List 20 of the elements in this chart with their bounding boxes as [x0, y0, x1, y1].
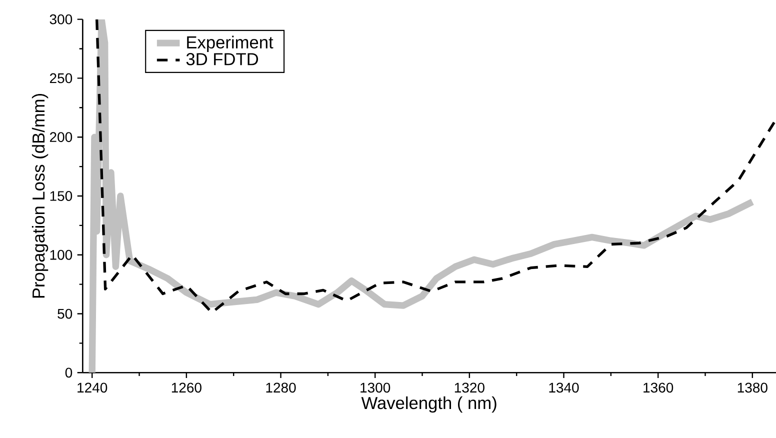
x-tick-label: 1260	[172, 382, 202, 393]
y-tick-label: 150	[50, 191, 72, 201]
y-tick-label: 0	[65, 368, 72, 378]
line-series	[95, 19, 776, 314]
x-tick-label: 1280	[266, 382, 296, 393]
x-tick-label: 1320	[454, 382, 484, 393]
x-tick-label: 1380	[738, 382, 768, 393]
y-tick-label: 300	[50, 14, 72, 24]
x-tick-label: 1240	[78, 382, 108, 393]
y-tick-label: 250	[50, 73, 72, 84]
x-tick-label: 1300	[360, 382, 390, 393]
y-tick-label: 50	[58, 308, 72, 319]
y-tick-label: 100	[50, 250, 72, 260]
x-axis-title: Wavelength ( nm)	[361, 396, 496, 413]
x-tick-label: 1360	[644, 382, 674, 393]
legend-label: 3D FDTD	[186, 53, 258, 66]
legend-label: Experiment	[187, 36, 274, 52]
y-axis-title: Propagation Loss (dB/mm)	[32, 94, 48, 298]
y-tick-label: 200	[50, 132, 72, 142]
x-tick-label: 1340	[549, 382, 579, 393]
